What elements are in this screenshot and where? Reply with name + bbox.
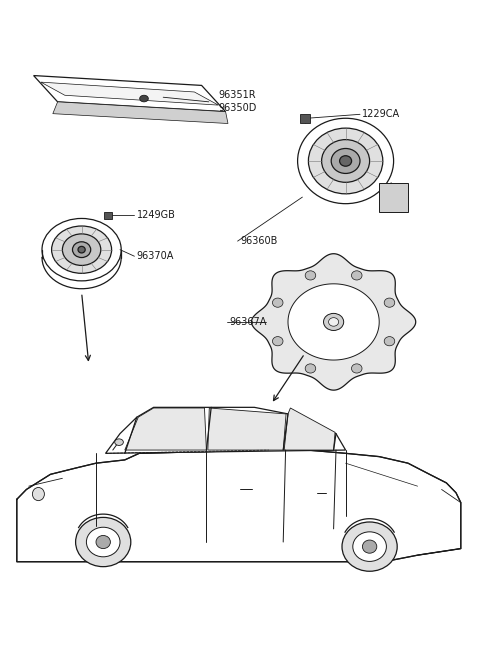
Ellipse shape — [351, 271, 362, 280]
FancyBboxPatch shape — [300, 114, 310, 123]
Ellipse shape — [78, 246, 85, 253]
Ellipse shape — [52, 226, 111, 273]
Ellipse shape — [273, 336, 283, 346]
Text: 96360B: 96360B — [240, 236, 277, 246]
Polygon shape — [284, 408, 335, 450]
Polygon shape — [34, 76, 226, 112]
Ellipse shape — [42, 219, 121, 281]
Text: 1249GB: 1249GB — [137, 210, 176, 221]
Ellipse shape — [86, 527, 120, 557]
Ellipse shape — [324, 313, 344, 330]
Ellipse shape — [305, 271, 316, 280]
Ellipse shape — [62, 234, 101, 265]
Ellipse shape — [342, 522, 397, 571]
Text: 96351R: 96351R — [218, 90, 256, 101]
Ellipse shape — [331, 148, 360, 173]
FancyBboxPatch shape — [379, 183, 408, 212]
Ellipse shape — [96, 535, 110, 549]
Ellipse shape — [140, 95, 148, 102]
Ellipse shape — [384, 336, 395, 346]
Ellipse shape — [305, 364, 316, 373]
Ellipse shape — [75, 518, 131, 566]
Ellipse shape — [308, 128, 383, 194]
FancyBboxPatch shape — [104, 212, 112, 219]
Text: 96350D: 96350D — [218, 103, 257, 114]
Ellipse shape — [362, 540, 377, 553]
Ellipse shape — [273, 298, 283, 307]
Polygon shape — [288, 284, 379, 360]
Ellipse shape — [72, 242, 91, 258]
Ellipse shape — [384, 298, 395, 307]
Polygon shape — [17, 450, 461, 562]
Polygon shape — [41, 82, 218, 105]
Polygon shape — [125, 408, 206, 450]
Ellipse shape — [339, 156, 351, 166]
Polygon shape — [53, 102, 228, 124]
Ellipse shape — [115, 439, 123, 445]
Polygon shape — [252, 254, 416, 390]
Polygon shape — [106, 407, 346, 453]
Text: 96370A: 96370A — [137, 251, 174, 261]
Ellipse shape — [351, 364, 362, 373]
Ellipse shape — [322, 140, 370, 183]
Ellipse shape — [328, 318, 339, 327]
Text: 1229CA: 1229CA — [362, 109, 400, 120]
Ellipse shape — [32, 487, 44, 501]
Polygon shape — [208, 408, 286, 450]
Text: 96367A: 96367A — [229, 317, 266, 327]
Ellipse shape — [353, 532, 386, 561]
Ellipse shape — [298, 118, 394, 204]
